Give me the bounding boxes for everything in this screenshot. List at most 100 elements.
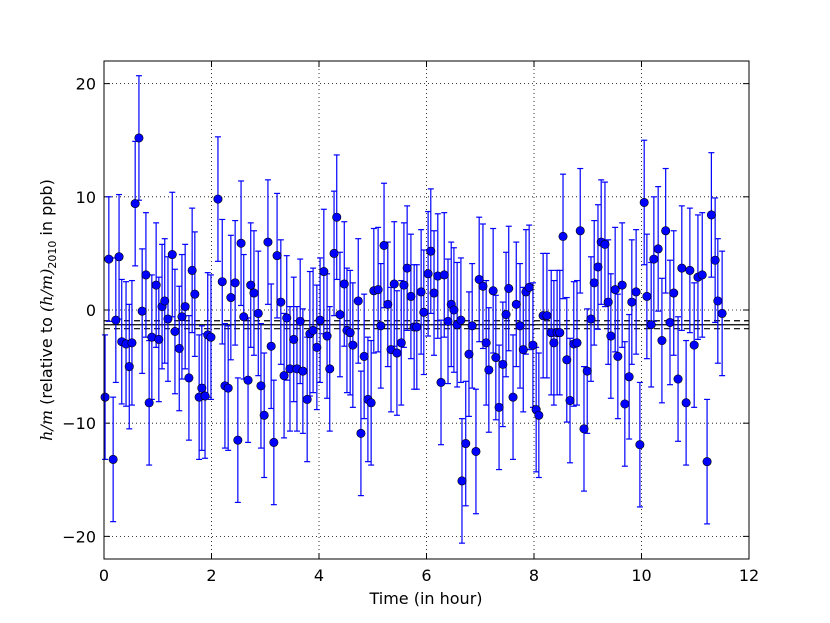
point [114, 252, 124, 262]
point [419, 307, 429, 317]
point [332, 212, 342, 222]
point [681, 398, 691, 408]
point [137, 306, 147, 316]
point [187, 265, 197, 275]
point [134, 133, 144, 143]
point [484, 365, 494, 375]
y-label-part: in ppb) [37, 179, 56, 240]
point [272, 251, 282, 261]
point [528, 340, 538, 350]
point [335, 310, 345, 320]
point [631, 287, 641, 297]
point [356, 428, 366, 438]
point [436, 377, 446, 387]
point [478, 281, 488, 291]
point [163, 314, 173, 324]
y-label-part: (h/m) [37, 269, 56, 312]
y-tick-label: 10 [76, 188, 96, 207]
point [702, 457, 712, 467]
y-tick-label: −20 [62, 527, 96, 546]
point [603, 297, 613, 307]
y-axis-label: h/m (relative to (h/m)2010 in ppb) [37, 179, 59, 441]
point [518, 345, 528, 355]
point [312, 342, 322, 352]
point [263, 237, 273, 247]
point [319, 267, 329, 277]
point [542, 311, 552, 321]
point [461, 439, 471, 449]
x-axis-label: Time (in hour) [368, 589, 482, 608]
point [246, 280, 256, 290]
point [339, 279, 349, 289]
point [389, 279, 399, 289]
point [627, 297, 637, 307]
point [416, 287, 426, 297]
point [524, 282, 534, 292]
point [104, 254, 114, 264]
point [259, 410, 269, 420]
point [298, 366, 308, 376]
x-tick-label: 0 [99, 566, 109, 585]
point [649, 254, 659, 264]
plot-frame [103, 60, 750, 560]
point [449, 305, 459, 315]
point [534, 410, 544, 420]
point [348, 340, 358, 350]
point [223, 383, 233, 393]
point [100, 392, 110, 402]
point [620, 399, 630, 409]
point [295, 316, 305, 326]
y-label-part: h/m [37, 410, 56, 441]
point [474, 274, 484, 284]
point [677, 263, 687, 273]
point [206, 332, 216, 342]
point [606, 331, 616, 341]
point [429, 288, 439, 298]
point [353, 296, 363, 306]
point [665, 317, 675, 327]
point [508, 392, 518, 402]
point [376, 321, 386, 331]
point [111, 315, 121, 325]
point [624, 372, 634, 382]
point [345, 328, 355, 338]
point [511, 299, 521, 309]
point [256, 381, 266, 391]
point [289, 334, 299, 344]
point [673, 374, 683, 384]
point [160, 296, 170, 306]
point [504, 283, 514, 293]
point [359, 351, 369, 361]
point [325, 364, 335, 374]
point [308, 325, 318, 335]
point [217, 277, 227, 287]
point [279, 371, 289, 381]
point [141, 270, 151, 280]
point [575, 226, 585, 236]
point [154, 334, 164, 344]
point [717, 308, 727, 318]
point [642, 291, 652, 301]
point [266, 341, 276, 351]
point [494, 402, 504, 412]
point [713, 296, 723, 306]
y-tick-label: 0 [86, 301, 96, 320]
point [233, 435, 243, 445]
point [177, 312, 187, 322]
point [239, 312, 249, 322]
x-tick-label: 2 [206, 566, 216, 585]
point [253, 308, 263, 318]
point [653, 244, 663, 254]
point [249, 288, 259, 298]
point [481, 338, 491, 348]
point [200, 391, 210, 401]
x-tick-label: 8 [529, 566, 539, 585]
point [269, 437, 279, 447]
point [392, 348, 402, 358]
point [467, 321, 477, 331]
point [130, 199, 140, 209]
y-tick-label: 20 [76, 75, 96, 94]
point [579, 424, 589, 434]
point [383, 299, 393, 309]
